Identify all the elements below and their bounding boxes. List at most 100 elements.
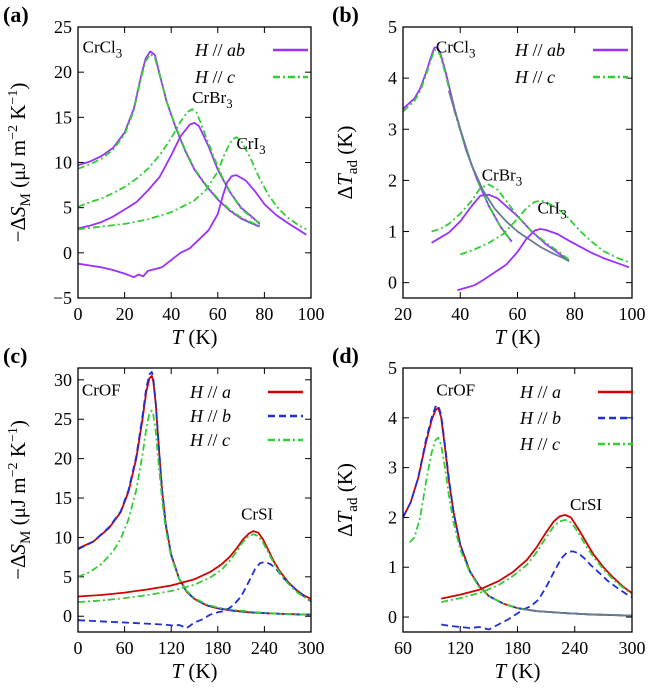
- series-group: [403, 46, 630, 292]
- x-tick-label: 20: [116, 304, 134, 324]
- y-tick-label: 25: [54, 409, 72, 429]
- legend-label: H // c: [519, 434, 560, 454]
- y-tick-label: 20: [54, 62, 72, 82]
- curve-annotation: CrCl3: [83, 37, 123, 60]
- x-tick-label: 80: [566, 304, 584, 324]
- x-tick-label: 0: [74, 638, 83, 658]
- x-tick-label: 180: [204, 638, 231, 658]
- plot-frame: [402, 367, 633, 633]
- y-tick-label: 5: [63, 567, 72, 587]
- panel-b: 20 40 60 80 100 0 1 2 3 4 5 (b) T (K) ΔTad (K) CrCl3 Cr…: [332, 2, 646, 349]
- y-tick-label: 2: [388, 170, 397, 190]
- y-tick-label: 5: [388, 17, 397, 37]
- curve-annotation: CrI3: [538, 199, 567, 222]
- series-line: [409, 436, 632, 617]
- series-line: [457, 228, 630, 292]
- series-line: [403, 49, 513, 243]
- legend-label: H // a: [519, 382, 561, 402]
- curve-annotation: CrOF: [436, 380, 475, 399]
- y-tick-label: 5: [63, 198, 72, 218]
- curve-annotation: CrBr3: [482, 165, 523, 188]
- y-axis-label: −ΔSM (μJ m−2 K−1): [6, 83, 34, 243]
- x-tick-label: 40: [162, 304, 180, 324]
- x-tick-label: 180: [504, 638, 531, 658]
- y-tick-label: 25: [54, 17, 72, 37]
- y-tick-label: 1: [388, 557, 397, 577]
- plot-frame: [402, 26, 633, 299]
- y-tick-label: 10: [54, 527, 72, 547]
- x-axis-label: T (K): [171, 325, 217, 349]
- legend-label: H // a: [189, 382, 231, 402]
- y-tick-label: −5: [53, 288, 72, 308]
- series-line: [78, 533, 311, 603]
- series-line: [78, 561, 311, 629]
- curve-annotation: CrCl3: [436, 38, 476, 61]
- y-tick-label: 15: [54, 488, 72, 508]
- legend-label: H // ab: [514, 40, 565, 60]
- series-line: [78, 530, 311, 600]
- x-tick-label: 60: [509, 304, 527, 324]
- x-tick-label: 80: [255, 304, 273, 324]
- panel-c: 0 60 120 180 240 300 0 5 10 15 20 25 30 (c) T (K) −ΔSM …: [3, 343, 325, 683]
- series-line: [431, 193, 570, 262]
- y-tick-label: 0: [63, 606, 72, 626]
- y-tick-label: 4: [388, 68, 397, 88]
- series-group: [403, 404, 632, 631]
- legend-label: H // c: [194, 67, 235, 87]
- legend-label: H // c: [189, 430, 230, 450]
- panel-label: (a): [3, 2, 29, 27]
- series-line: [78, 53, 261, 227]
- x-tick-label: 60: [116, 638, 134, 658]
- x-tick-label: 20: [394, 304, 412, 324]
- y-tick-label: 3: [388, 119, 397, 139]
- panel-label: (c): [3, 343, 27, 368]
- panel-label: (d): [332, 343, 359, 368]
- y-tick-label: 10: [54, 153, 72, 173]
- series-line: [459, 199, 630, 264]
- x-tick-label: 0: [74, 304, 83, 324]
- series-line: [447, 90, 570, 262]
- series-line: [78, 108, 261, 224]
- x-axis-label: T (K): [494, 325, 540, 349]
- series-line: [78, 136, 307, 231]
- curve-annotation: CrSI: [570, 495, 602, 514]
- series-line: [78, 174, 307, 279]
- curve-annotation: CrI3: [236, 134, 265, 157]
- y-tick-label: 0: [388, 273, 397, 293]
- y-tick-label: 1: [388, 222, 397, 242]
- panel-d: 60 120 180 240 300 0 1 2 3 4 5 (d) T (K) ΔTad (K) CrOF…: [332, 343, 646, 683]
- x-tick-label: 120: [447, 638, 474, 658]
- y-axis-label: ΔTad (K): [333, 126, 361, 200]
- x-axis-label: T (K): [494, 659, 540, 683]
- y-axis-label: −ΔSM (μJ m−2 K−1): [6, 420, 34, 580]
- x-tick-label: 60: [209, 304, 227, 324]
- legend-label: H // b: [519, 408, 561, 428]
- y-axis-label: ΔTad (K): [333, 463, 361, 537]
- y-tick-label: 3: [388, 458, 397, 478]
- series-line: [441, 519, 632, 603]
- series-line: [441, 550, 632, 631]
- x-tick-label: 40: [451, 304, 469, 324]
- series-line: [403, 46, 513, 243]
- series-group: [78, 370, 311, 629]
- curve-annotation: CrOF: [82, 381, 121, 400]
- x-tick-label: 300: [619, 638, 646, 658]
- y-tick-label: 15: [54, 107, 72, 127]
- series-group: [78, 50, 307, 279]
- x-tick-label: 240: [561, 638, 588, 658]
- x-tick-label: 240: [251, 638, 278, 658]
- curve-annotation: CrSI: [241, 504, 273, 523]
- series-line: [523, 608, 632, 617]
- x-axis-label: T (K): [171, 659, 217, 683]
- series-line: [431, 183, 570, 261]
- y-tick-label: 2: [388, 507, 397, 527]
- y-tick-label: 0: [388, 607, 397, 627]
- y-tick-label: 30: [54, 370, 72, 390]
- y-tick-label: 20: [54, 449, 72, 469]
- x-tick-label: 120: [158, 638, 185, 658]
- plot-frame: [77, 367, 312, 633]
- y-tick-label: 4: [388, 408, 397, 428]
- legend-label: H // ab: [194, 40, 245, 60]
- panel-label: (b): [332, 2, 359, 27]
